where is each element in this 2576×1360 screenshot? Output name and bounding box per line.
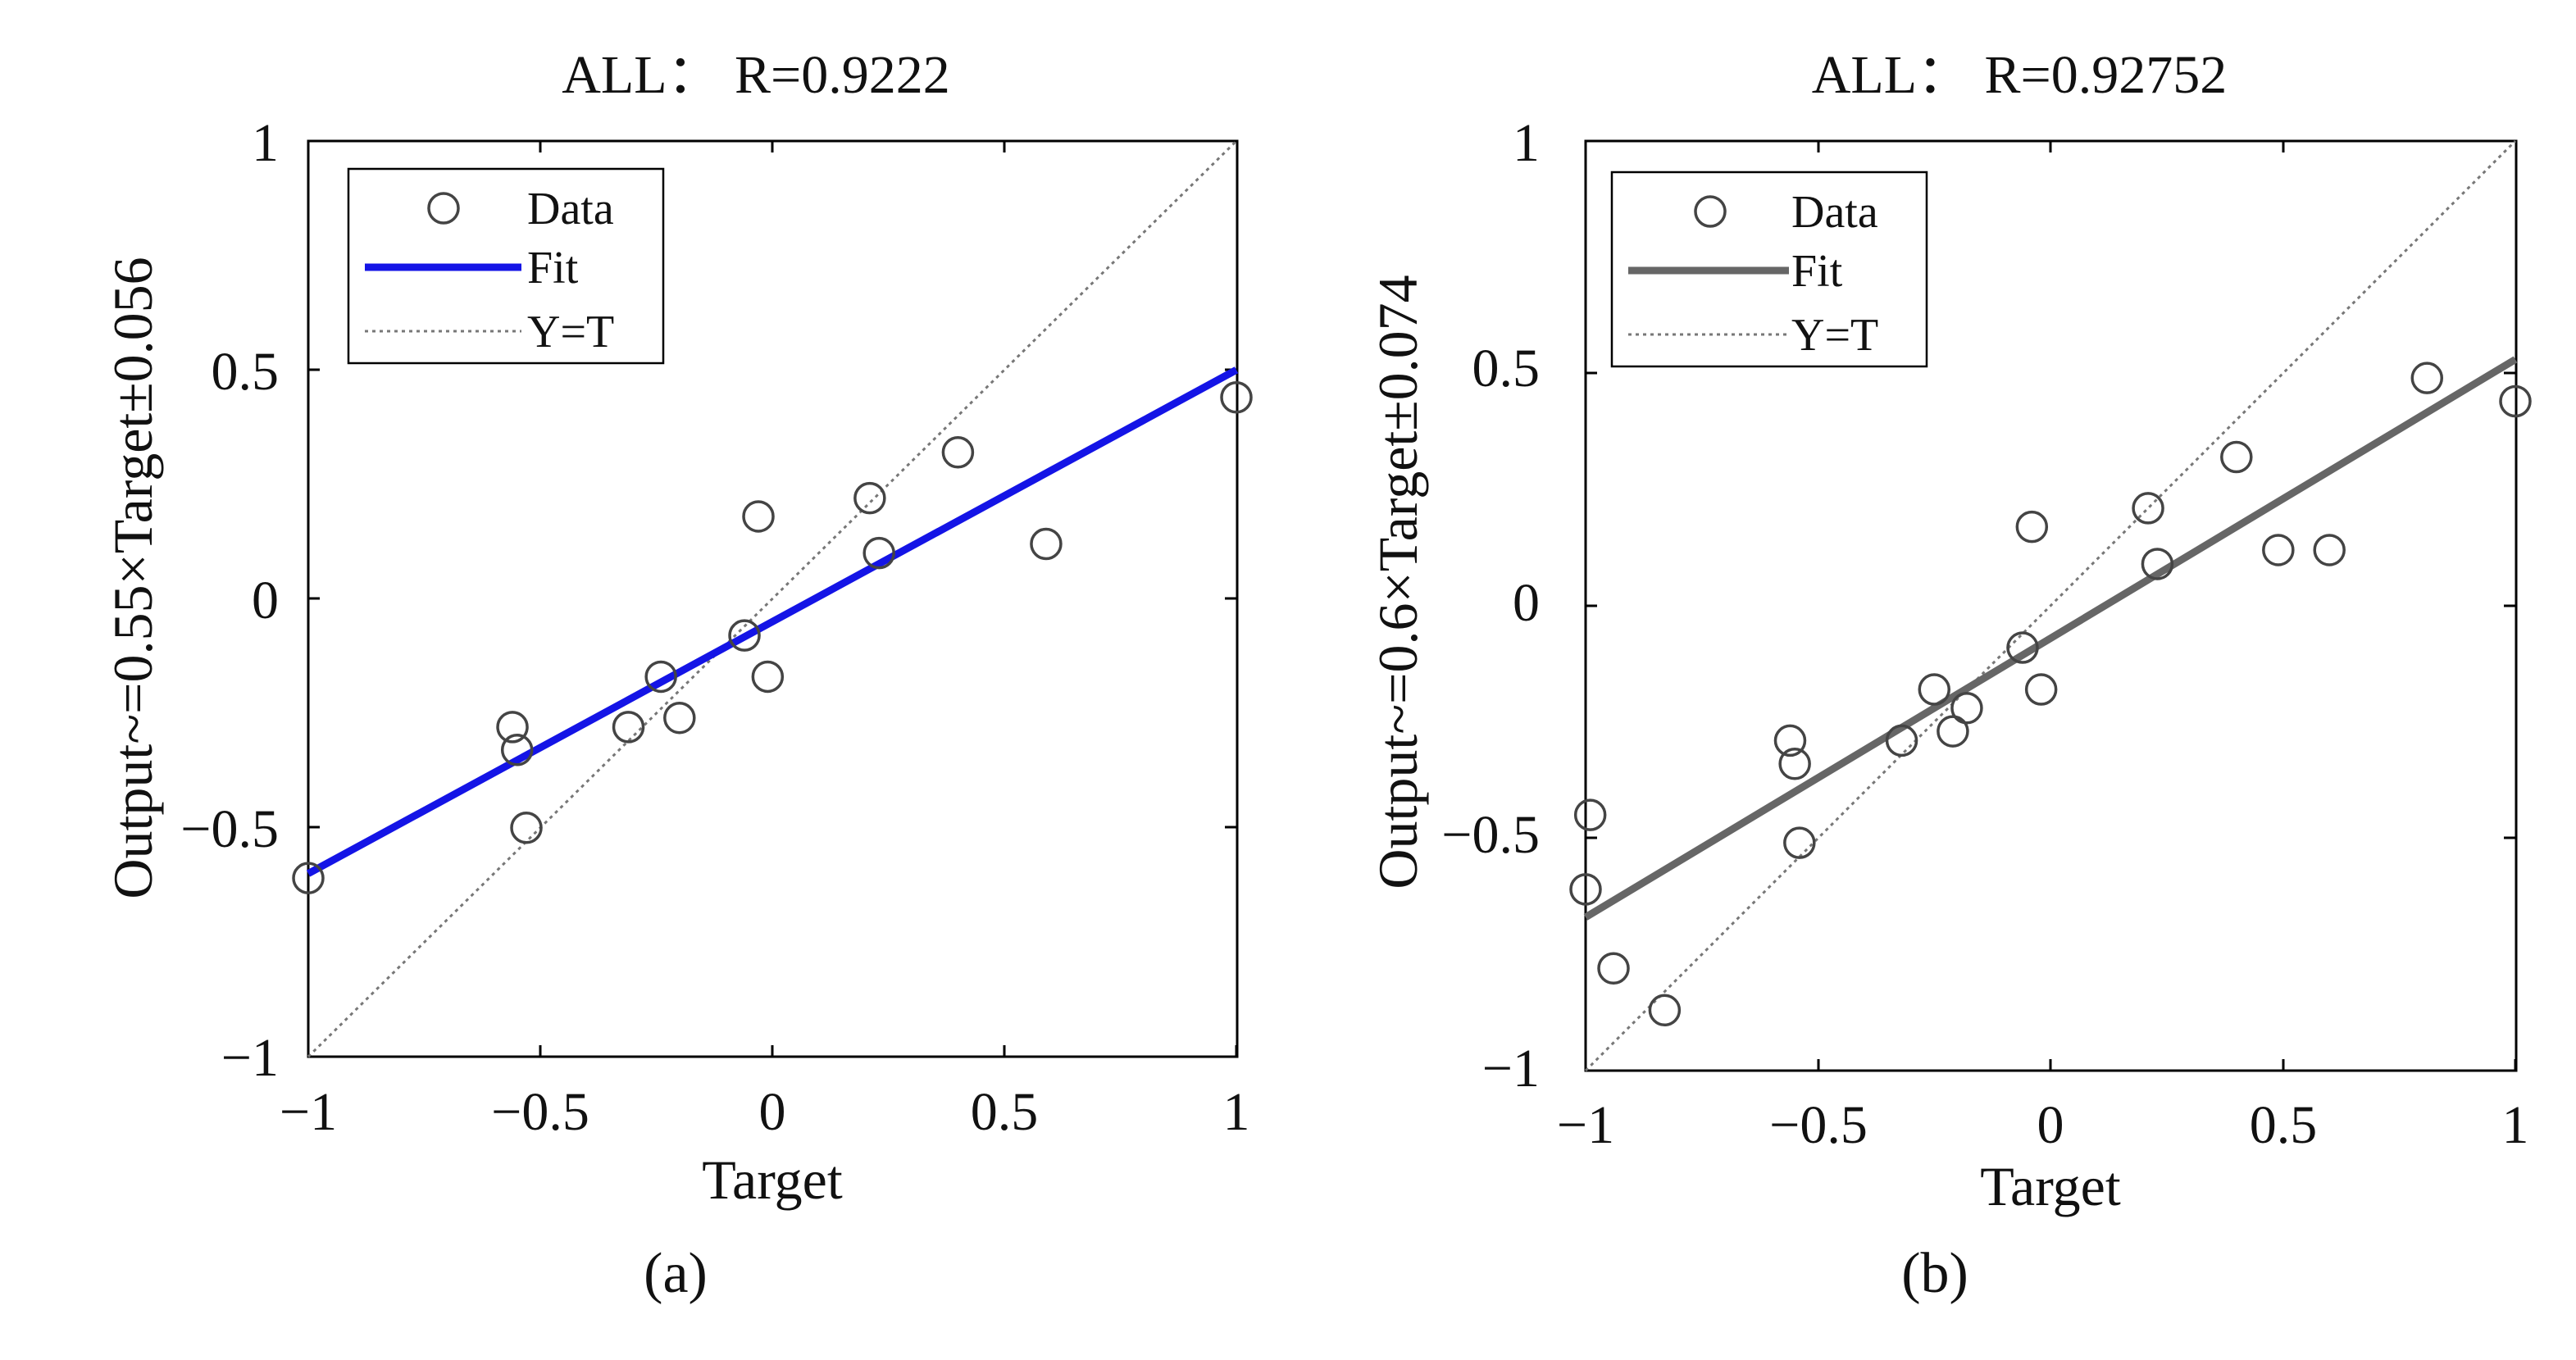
panel-a-title: ALL： R=0.9222 [562, 45, 950, 105]
panel-b-data-point-12 [2006, 631, 2039, 664]
panel-b: ALL： R=0.92752 1 0.5 0 −0.5 −1 −1 −0.5 0… [1367, 45, 2532, 1305]
panel-a-data-point-5 [612, 711, 645, 744]
panel-a: ALL： R=0.9222 1 0.5 0 −0.5 −1 −1 −0.5 0 … [102, 45, 1253, 1305]
panel-b-data-point-13 [2015, 510, 2049, 544]
panel-b-legend-label-fit: Fit [1791, 246, 1843, 297]
panel-a-data-point-14 [1030, 527, 1063, 561]
panel-a-data-point-11 [853, 481, 886, 515]
panel-b-data-point-2 [1573, 798, 1607, 831]
panel-b-data-point-5 [1773, 724, 1807, 757]
panel-a-ytick-label: −1 [221, 1028, 279, 1088]
panel-b-legend-label-data: Data [1791, 187, 1878, 238]
panel-a-data-point-3 [500, 734, 534, 766]
panel-a-data-point-12 [862, 536, 895, 570]
panel-b-ticks [1584, 141, 2517, 1071]
panel-b-data-point-9 [1918, 673, 1950, 706]
panel-a-data-point-7 [663, 701, 696, 735]
legend-data-marker [1694, 195, 1727, 228]
panel-a-ytick-label: 1 [252, 113, 279, 173]
panel-b-legend: Data Fit Y=T [1610, 171, 1928, 368]
panel-b-y-axis-label: Output~=0.6×Target±0.074 [1367, 275, 1429, 889]
panel-b-legend-label-yt: Y=T [1791, 310, 1878, 361]
panel-b-data-point-18 [2262, 534, 2295, 566]
panel-a-fit-line [306, 366, 1239, 877]
panel-b-x-axis-label: Target [1980, 1155, 2121, 1217]
panel-b-data-point-14 [2024, 673, 2058, 706]
panel-a-xtick-label: −1 [280, 1082, 337, 1142]
panel-a-data-point-10 [751, 660, 785, 694]
panel-b-data-point-10 [1937, 715, 1969, 748]
panel-a-data-point-2 [496, 711, 529, 744]
panel-a-xtick-label: 1 [1223, 1082, 1250, 1142]
panel-a-y-axis-label: Output~=0.55×Target±0.056 [102, 257, 164, 898]
panel-b-title: ALL： R=0.92752 [1812, 45, 2228, 105]
panel-b-data-point-7 [1783, 826, 1816, 859]
panel-b-data-point-6 [1778, 748, 1811, 780]
panel-b-ytick-label: 0 [1513, 573, 1540, 633]
panel-a-identity-line [307, 139, 1238, 1058]
panel-b-xtick-label: −1 [1557, 1095, 1614, 1155]
panel-b-plot-layer [1569, 139, 2532, 1072]
panel-b-xtick-label: 0.5 [2250, 1095, 2318, 1155]
panel-a-data-point-4 [510, 812, 543, 844]
panel-b-identity-line [1584, 139, 2517, 1072]
panel-b-data-point-16 [2141, 548, 2174, 580]
panel-b-data-point-3 [1597, 952, 1630, 985]
panel-b-ytick-label: −1 [1482, 1039, 1540, 1098]
panel-b-ytick-label: 0.5 [1472, 339, 1541, 398]
panel-b-xtick-label: −0.5 [1769, 1095, 1868, 1155]
panel-a-plot-layer [292, 139, 1253, 1058]
panel-b-xtick-label: 0 [2037, 1095, 2064, 1155]
panel-a-caption: (a) [644, 1242, 708, 1305]
panel-a-data-point-6 [644, 660, 677, 694]
panel-a-legend-label-yt: Y=T [527, 307, 614, 357]
panel-b-fit-line [1583, 356, 2518, 921]
panel-b-data-point-20 [2410, 362, 2444, 394]
panel-a-data-point-9 [742, 500, 775, 533]
panel-b-ytick-label: 1 [1513, 113, 1540, 173]
panel-a-data-point-8 [728, 619, 761, 652]
panel-b-data-point-19 [2313, 534, 2346, 566]
panel-a-xtick-label: 0 [759, 1082, 786, 1142]
panel-b-data-point-8 [1885, 724, 1918, 757]
panel-b-ytick-label: −0.5 [1441, 805, 1540, 865]
panel-b-caption: (b) [1901, 1242, 1968, 1305]
panel-b-data-point-21 [2499, 384, 2532, 418]
panel-a-xtick-label: 0.5 [971, 1082, 1039, 1142]
panel-a-ytick-label: −0.5 [180, 799, 279, 859]
panel-a-data-point-13 [941, 436, 975, 469]
panel-b-data-point-4 [1648, 994, 1682, 1027]
panel-b-data-point-1 [1569, 873, 1602, 906]
panel-a-data-point-15 [1220, 381, 1253, 414]
panel-a-ytick-label: 0 [252, 571, 279, 630]
panel-a-legend-label-fit: Fit [527, 243, 579, 293]
panel-a-legend: Data Fit Y=T [347, 167, 665, 365]
panel-a-x-axis-label: Target [702, 1148, 843, 1211]
panel-b-xtick-label: 1 [2502, 1095, 2529, 1155]
legend-data-marker [427, 192, 460, 225]
panel-a-legend-label-data: Data [527, 184, 614, 234]
panel-a-data-point-1 [292, 862, 325, 894]
panel-a-ytick-label: 0.5 [212, 342, 280, 402]
panel-a-xtick-label: −0.5 [491, 1082, 589, 1142]
panel-b-data-point-15 [2132, 492, 2164, 525]
panel-b-data-point-17 [2220, 440, 2253, 474]
panel-b-data-point-11 [1950, 691, 1983, 725]
